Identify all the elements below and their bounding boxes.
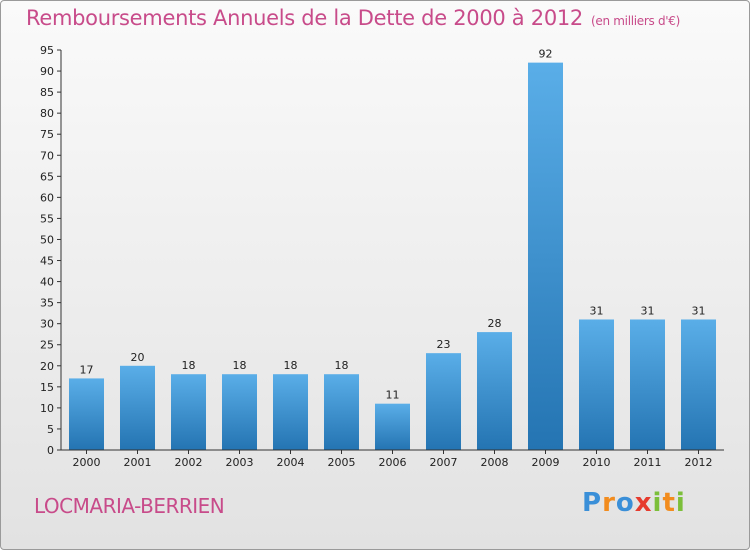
y-tick-label: 60 [40,191,54,204]
bar-value-label: 31 [590,304,604,317]
bar [69,378,104,450]
x-tick-label: 2007 [430,456,458,469]
bar-value-label: 18 [335,359,349,372]
bar-value-label: 18 [182,359,196,372]
bar-value-label: 20 [131,351,145,364]
logo-letter: o [615,488,635,518]
bar [528,62,563,450]
x-tick-label: 2000 [73,456,101,469]
y-tick-label: 0 [47,444,54,457]
x-tick-label: 2004 [277,456,305,469]
y-tick-label: 90 [40,65,54,78]
chart-title-text: Remboursements Annuels de la Dette de 20… [26,6,583,30]
bar-value-label: 31 [641,304,655,317]
chart-title: Remboursements Annuels de la Dette de 20… [26,6,680,30]
x-tick-label: 2003 [226,456,254,469]
bar-value-label: 18 [233,359,247,372]
bar [222,374,257,450]
logo-letter: r [602,488,616,518]
y-tick-label: 40 [40,276,54,289]
logo-letter: i [652,488,663,518]
y-tick-label: 30 [40,318,54,331]
proxiti-logo: Proxiti [582,488,686,518]
y-tick-label: 20 [40,360,54,373]
commune-name: LOCMARIA-BERRIEN [34,494,225,518]
bar-value-label: 31 [692,304,706,317]
y-tick-label: 10 [40,402,54,415]
logo-letter: P [582,488,603,518]
x-tick-label: 2012 [685,456,713,469]
y-tick-label: 65 [40,170,54,183]
logo-letter: x [634,488,653,518]
y-axis: 0 5 10 15 20 25 30 35 40 45 50 55 60 65 70 75 80 85 90 95 [40,44,62,457]
bar [477,332,512,450]
bar [630,319,665,450]
bars: 17 20 18 18 18 18 11 23 28 92 31 31 31 [69,48,716,450]
bar-value-label: 18 [284,359,298,372]
bar-value-label: 11 [386,389,400,402]
bar [171,374,206,450]
bar-value-label: 28 [488,317,502,330]
x-tick-label: 2001 [124,456,152,469]
y-tick-label: 70 [40,149,54,162]
x-tick-label: 2009 [532,456,560,469]
x-tick-label: 2005 [328,456,356,469]
y-tick-label: 5 [47,423,54,436]
y-tick-label: 15 [40,381,54,394]
bar [681,319,716,450]
y-tick-label: 45 [40,255,54,268]
x-tick-label: 2008 [481,456,509,469]
y-tick-label: 35 [40,297,54,310]
y-tick-label: 55 [40,212,54,225]
y-tick-label: 75 [40,128,54,141]
x-tick-label: 2006 [379,456,407,469]
bar [579,319,614,450]
y-tick-label: 25 [40,339,54,352]
chart-unit: (en milliers d'€) [591,14,681,28]
y-tick-label: 80 [40,107,54,120]
logo-letter: i [675,488,686,518]
logo-letter: t [662,488,676,518]
bar [120,365,155,450]
x-axis: 2000 2001 2002 2003 2004 2005 2006 2007 2008 2009… [61,449,724,469]
bar-value-label: 92 [539,48,553,61]
y-tick-label: 50 [40,233,54,246]
x-tick-label: 2010 [583,456,611,469]
y-tick-label: 85 [40,86,54,99]
bar-value-label: 17 [80,363,94,376]
bar-value-label: 23 [437,338,451,351]
x-tick-label: 2002 [175,456,203,469]
bar [324,374,359,450]
bar [426,353,461,450]
y-tick-label: 95 [40,44,54,57]
bar [273,374,308,450]
bar [375,403,410,450]
x-tick-label: 2011 [634,456,662,469]
